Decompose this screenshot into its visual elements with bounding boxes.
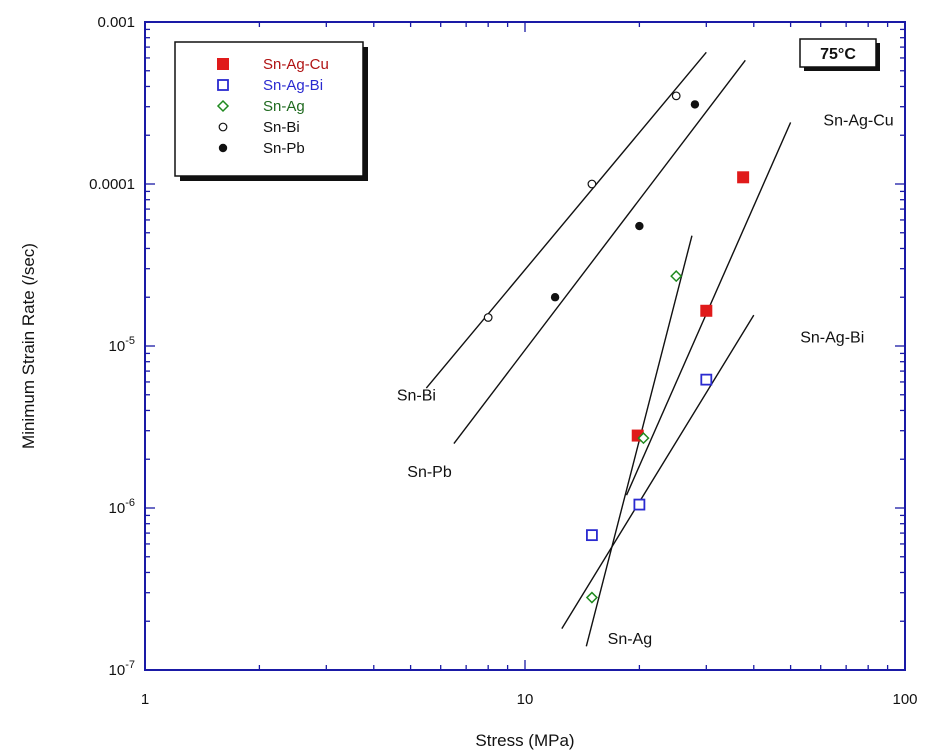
point-sn-ag <box>670 270 683 283</box>
legend-marker-sn-ag-cu <box>217 58 229 70</box>
legend-label-sn-bi: Sn-Bi <box>263 119 300 136</box>
line-label-sn-ag-cu: Sn-Ag-Cu <box>823 112 893 129</box>
point-sn-ag <box>585 591 598 604</box>
y-tick-base: 10 <box>109 500 126 517</box>
point-sn-ag-cu <box>700 304 713 317</box>
x-tick-label: 100 <box>892 691 917 708</box>
point-sn-ag-bi <box>633 498 646 511</box>
y-tick-exponent: -5 <box>125 335 135 347</box>
legend-items: Sn-Ag-Cu Sn-Ag-Bi Sn-Ag Sn-Bi Sn-Pb <box>216 56 329 157</box>
legend-marker-sn-bi <box>218 122 228 132</box>
point-sn-pb <box>550 293 560 302</box>
line-label-sn-ag: Sn-Ag <box>608 631 652 648</box>
legend-label-sn-pb: Sn-Pb <box>263 140 305 157</box>
legend-box <box>174 41 364 177</box>
y-tick-exponent: -7 <box>125 659 135 671</box>
x-tick-label: 1 <box>141 691 149 708</box>
badge-text: 75°C <box>820 46 856 63</box>
point-sn-ag-bi <box>586 529 598 542</box>
y-tick-base: 10 <box>109 338 126 355</box>
legend-label-sn-ag: Sn-Ag <box>263 98 305 115</box>
legend-marker-sn-ag <box>216 99 230 113</box>
y-axis-title: Minimum Strain Rate (/sec) <box>19 243 38 449</box>
point-sn-ag-bi <box>700 373 713 386</box>
x-axis-tick-labels: 1 10 100 <box>141 691 918 708</box>
legend-marker-sn-pb <box>218 143 228 153</box>
legend-label-sn-ag-bi: Sn-Ag-Bi <box>263 77 323 94</box>
markers-layer <box>483 91 750 604</box>
point-sn-bi <box>483 313 493 322</box>
line-label-sn-bi: Sn-Bi <box>397 388 436 405</box>
y-axis-ticks <box>145 28 905 671</box>
y-tick-label: 0.0001 <box>89 176 135 193</box>
x-axis-ticks <box>144 22 889 670</box>
y-tick-exponent: -6 <box>125 497 135 509</box>
x-tick-label: 10 <box>517 691 534 708</box>
point-sn-bi <box>671 91 681 101</box>
legend-label-sn-ag-cu: Sn-Ag-Cu <box>263 56 329 73</box>
y-tick-label: 10-5 <box>109 335 135 355</box>
point-sn-bi <box>587 179 597 189</box>
point-sn-pb <box>690 100 700 109</box>
legend-marker-sn-ag-bi <box>217 79 229 91</box>
fit-line-sn-pb <box>453 59 746 444</box>
fit-line-sn-ag-bi <box>561 314 755 630</box>
badge-box <box>799 38 877 68</box>
legend: Sn-Ag-Cu Sn-Ag-Bi Sn-Ag Sn-Bi Sn-Pb <box>174 41 368 181</box>
line-label-sn-ag-bi: Sn-Ag-Bi <box>800 330 864 347</box>
y-tick-label: 0.001 <box>97 14 135 31</box>
fit-line-sn-bi <box>425 51 707 389</box>
point-sn-ag <box>637 432 650 445</box>
line-labels-layer: Sn-Ag-Cu Sn-Ag-Bi Sn-Ag Sn-Bi Sn-Pb <box>397 112 894 647</box>
y-tick-base: 10 <box>109 662 126 679</box>
y-tick-label: 10-6 <box>109 497 135 517</box>
y-tick-label: 10-7 <box>109 659 135 679</box>
point-sn-ag-cu <box>737 171 750 184</box>
temperature-badge: 75°C <box>799 38 880 71</box>
point-sn-pb <box>635 221 644 231</box>
x-axis-title: Stress (MPa) <box>475 731 574 750</box>
line-label-sn-pb: Sn-Pb <box>407 464 452 481</box>
